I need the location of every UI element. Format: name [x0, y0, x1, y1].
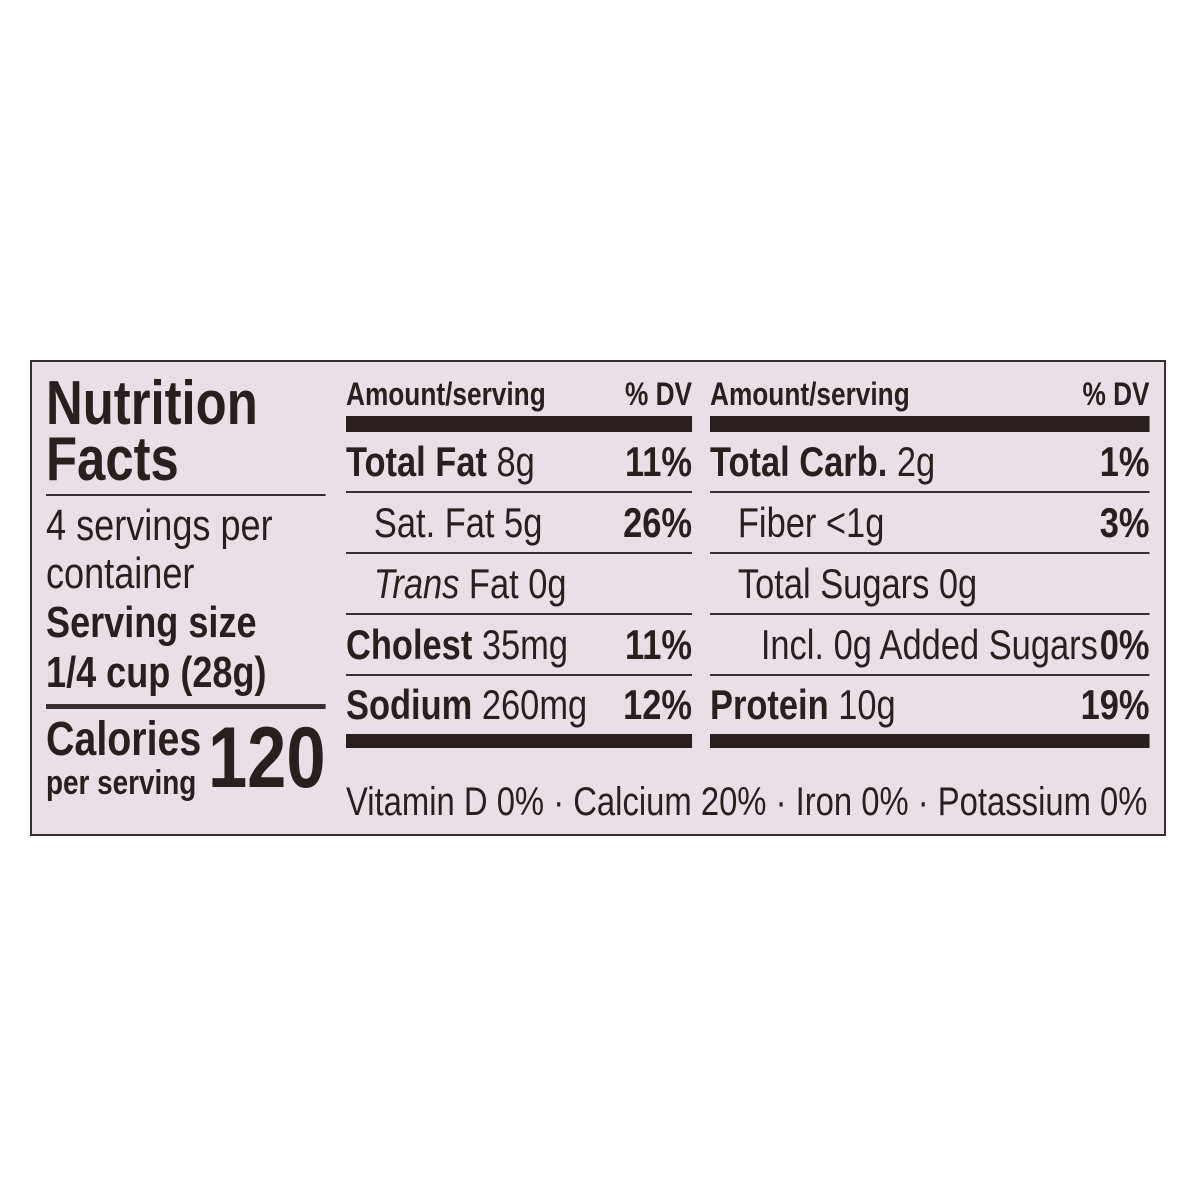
row: Total Sugars 0g	[710, 554, 1150, 615]
header-amount: Amount/serving	[346, 376, 546, 412]
dv: 12%	[623, 681, 693, 728]
nutrient: Trans	[373, 559, 460, 607]
dv: 11%	[625, 620, 693, 668]
amount: 35mg	[481, 620, 569, 668]
amount: 10g	[838, 681, 896, 728]
column: Amount/serving % DV Total Fat 8g 11% Sat. …	[346, 376, 693, 748]
row: Incl. 0g Added Sugars 0%	[710, 615, 1150, 676]
header-dv: % DV	[624, 376, 693, 412]
row: Sodium 260mg 12%	[346, 676, 693, 748]
dv: 1%	[1099, 437, 1150, 485]
calories-value: 120	[207, 710, 326, 806]
rule	[46, 494, 326, 496]
bar	[710, 416, 1150, 432]
header-amount: Amount/serving	[710, 376, 910, 412]
row: Cholest 35mg 11%	[346, 615, 693, 676]
rule	[46, 704, 326, 709]
calories-label: Calories	[46, 713, 202, 766]
nutrition-label: Nutrition Facts 4 servings per container…	[30, 360, 1166, 836]
nutrient: Sodium	[346, 681, 473, 728]
calories: Calories per serving 120	[46, 710, 326, 806]
nutrient: Total Carb.	[710, 437, 888, 485]
row: Trans Fat 0g	[346, 554, 693, 615]
bar	[346, 416, 693, 432]
row: Sat. Fat 5g 26%	[346, 493, 693, 554]
servings: 4 servings per container	[46, 501, 273, 598]
row: Fiber <1g 3%	[710, 493, 1150, 554]
serving-size-label: Serving size	[46, 598, 257, 647]
amount: <1g	[825, 498, 885, 546]
footer: Vitamin D 0% · Calcium 20% · Iron 0% · P…	[346, 780, 1148, 824]
calories-sublabel: per serving	[46, 764, 197, 802]
nutrient: Total Sugars	[737, 559, 930, 607]
nutrient: Sat. Fat	[373, 498, 495, 546]
column: Amount/serving % DV Total Carb. 2g 1% Fibe…	[710, 376, 1150, 748]
header: Amount/serving % DV	[346, 376, 692, 416]
amount: Fat 0g	[468, 559, 567, 607]
header: Amount/serving % DV	[710, 376, 1150, 416]
title: Nutrition Facts	[46, 369, 258, 494]
amount: 260mg	[481, 681, 588, 728]
row: Total Carb. 2g 1%	[710, 432, 1150, 493]
row: Protein 10g 19%	[710, 676, 1150, 748]
amount: 0g	[938, 559, 978, 607]
dv: 0%	[1099, 620, 1150, 668]
header-dv: % DV	[1082, 376, 1150, 412]
nutrient: Cholest	[346, 620, 473, 668]
amount: 5g	[504, 498, 543, 546]
nutrient: Incl. 0g Added Sugars	[760, 620, 1098, 668]
dv: 3%	[1099, 498, 1150, 546]
amount: 8g	[496, 437, 535, 485]
nutrient: Protein	[710, 681, 829, 728]
nutrient: Fiber	[737, 498, 817, 546]
dv: 26%	[623, 498, 693, 546]
dv: 11%	[625, 437, 693, 485]
amount: 2g	[896, 437, 936, 485]
row: Total Fat 8g 11%	[346, 432, 693, 493]
calories-text: Calories per serving	[46, 713, 202, 802]
nutrient: Total Fat	[346, 437, 487, 485]
dv: 19%	[1080, 681, 1150, 728]
serving-size: 1/4 cup (28g)	[46, 648, 267, 697]
left-block: Nutrition Facts 4 servings per container…	[46, 369, 326, 806]
